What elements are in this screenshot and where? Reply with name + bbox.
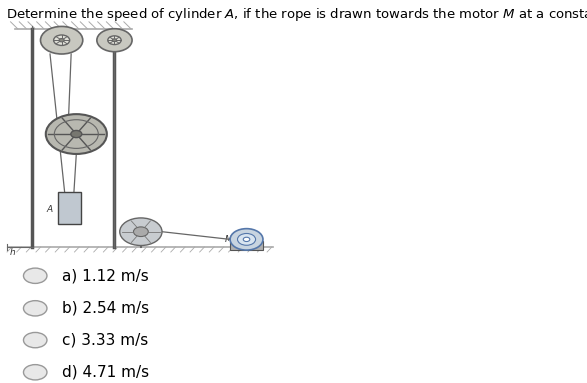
Circle shape (46, 114, 107, 154)
Circle shape (120, 218, 162, 246)
Text: $M$: $M$ (224, 233, 234, 244)
Circle shape (230, 229, 263, 250)
Circle shape (23, 332, 47, 348)
FancyBboxPatch shape (58, 192, 81, 224)
Circle shape (71, 131, 82, 137)
Circle shape (238, 234, 255, 245)
Text: b) 2.54 m/s: b) 2.54 m/s (62, 301, 149, 316)
Circle shape (23, 301, 47, 316)
Circle shape (97, 29, 132, 52)
Circle shape (59, 39, 64, 42)
Circle shape (108, 36, 121, 44)
Text: $h$: $h$ (9, 246, 16, 257)
Circle shape (133, 227, 149, 237)
Circle shape (243, 237, 250, 242)
Text: Determine the speed of cylinder $A$, if the rope is drawn towards the motor $M$ : Determine the speed of cylinder $A$, if … (6, 6, 587, 23)
Circle shape (23, 268, 47, 283)
Text: c) 3.33 m/s: c) 3.33 m/s (62, 332, 148, 348)
Circle shape (112, 39, 117, 42)
Circle shape (41, 26, 83, 54)
Text: $A$: $A$ (46, 203, 54, 214)
Circle shape (53, 35, 70, 46)
Circle shape (23, 365, 47, 380)
Text: d) 4.71 m/s: d) 4.71 m/s (62, 365, 149, 380)
FancyBboxPatch shape (230, 241, 263, 250)
Text: a) 1.12 m/s: a) 1.12 m/s (62, 268, 149, 283)
